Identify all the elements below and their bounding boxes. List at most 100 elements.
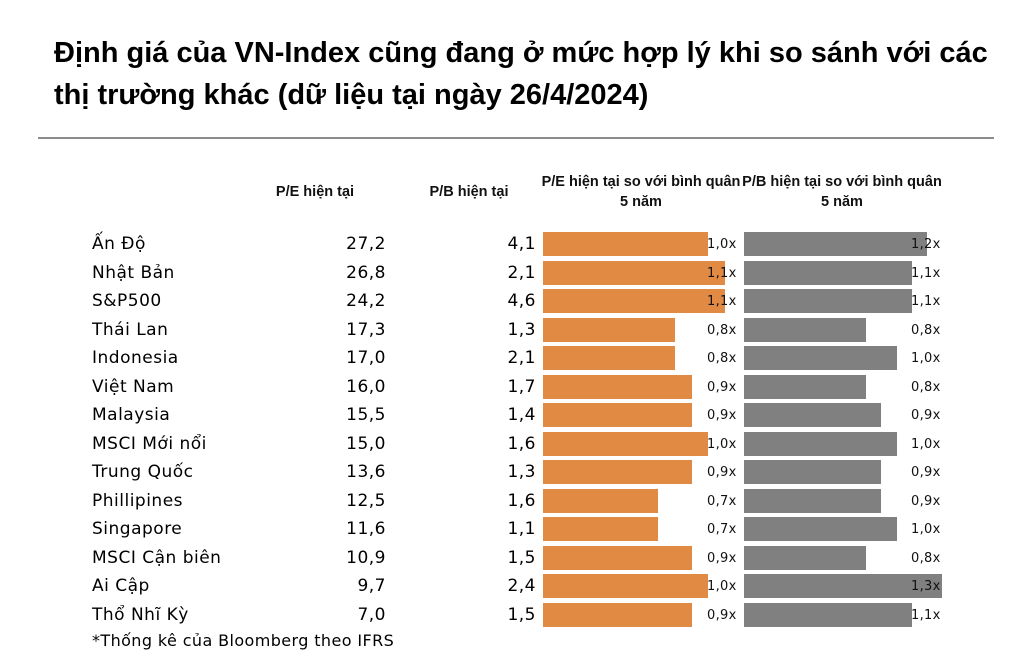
pb-value: 1,5	[507, 547, 536, 568]
pb-value: 2,1	[507, 348, 536, 368]
pb-relative-bar	[744, 289, 912, 313]
table-row: Ấn Độ 27,2 4,1 1,0x 1,2x	[0, 230, 1036, 258]
table-row: Thổ Nhĩ Kỳ 7,0 1,5 0,9x 1,1x	[0, 601, 1036, 629]
pe-relative-label: 1,1x	[707, 294, 737, 309]
pb-value: 1,6	[507, 490, 536, 511]
header-pe-rel: P/E hiện tại so với bình quân 5 năm	[541, 174, 741, 210]
pe-relative-label: 0,8x	[707, 351, 737, 366]
pe-relative-label: 0,9x	[707, 408, 737, 423]
chart-title: Định giá của VN-Index cũng đang ở mức hợ…	[54, 37, 988, 111]
country-label: Indonesia	[92, 348, 179, 368]
country-label: Phillipines	[92, 490, 184, 511]
table-row: Việt Nam 16,0 1,7 0,9x 0,8x	[0, 373, 1036, 401]
table-row: Malaysia 15,5 1,4 0,9x 0,9x	[0, 401, 1036, 429]
pe-relative-label: 0,7x	[707, 522, 737, 537]
pe-relative-label: 0,9x	[707, 607, 737, 623]
table-row: Nhật Bản 26,8 2,1 1,1x 1,1x	[0, 259, 1036, 287]
country-label: Thổ Nhĩ Kỳ	[92, 604, 189, 625]
pb-value: 1,3	[507, 319, 536, 340]
pb-value: 2,4	[507, 576, 536, 596]
pb-relative-bar	[744, 460, 881, 484]
pe-relative-bar	[543, 574, 708, 598]
header-pb-rel: P/B hiện tại so với bình quân 5 năm	[742, 174, 942, 210]
pe-relative-label: 0,7x	[707, 493, 737, 509]
pb-relative-bar	[744, 317, 866, 342]
country-label: MSCI Cận biên	[92, 547, 222, 568]
country-label: Nhật Bản	[92, 262, 175, 283]
header-pe: P/E hiện tại	[275, 184, 355, 200]
pb-value: 1,6	[507, 433, 536, 454]
pe-value: 17,3	[346, 319, 386, 340]
pb-relative-bar	[744, 602, 912, 627]
pe-relative-bar	[543, 346, 675, 370]
pe-value: 13,6	[346, 462, 386, 482]
table-row: Indonesia 17,0 2,1 0,8x 1,0x	[0, 344, 1036, 372]
pb-relative-bar	[744, 431, 897, 456]
pe-value: 16,0	[346, 376, 386, 397]
pb-relative-label: 0,9x	[911, 493, 941, 509]
pb-relative-label: 0,8x	[911, 322, 941, 338]
country-label: MSCI Mới nổi	[92, 433, 207, 454]
table-row: Thái Lan 17,3 1,3 0,8x 0,8x	[0, 316, 1036, 344]
country-label: Singapore	[92, 519, 183, 539]
table-row: Phillipines 12,5 1,6 0,7x 0,9x	[0, 487, 1036, 515]
pe-relative-bar	[543, 431, 708, 456]
pe-relative-bar	[543, 289, 725, 313]
pb-relative-label: 0,8x	[911, 379, 941, 395]
pb-value: 4,6	[507, 291, 536, 311]
pe-relative-bar	[543, 545, 692, 570]
pb-relative-bar	[744, 545, 866, 570]
pb-value: 1,5	[507, 604, 536, 625]
pb-relative-bar	[744, 346, 897, 370]
table-row: Ai Cập 9,7 2,4 1,0x 1,3x	[0, 572, 1036, 600]
pb-relative-label: 1,1x	[911, 607, 941, 623]
country-label: Malaysia	[92, 405, 171, 425]
pe-value: 10,9	[346, 547, 386, 568]
pb-relative-label: 1,1x	[911, 294, 941, 309]
title-divider	[38, 137, 994, 139]
pb-relative-bar	[744, 403, 881, 427]
header-pb: P/B hiện tại	[429, 184, 509, 200]
pe-relative-bar	[543, 460, 692, 484]
country-label: Việt Nam	[92, 376, 175, 397]
country-label: Ai Cập	[92, 576, 150, 596]
pe-value: 27,2	[346, 234, 386, 254]
pe-value: 12,5	[346, 490, 386, 511]
pe-value: 17,0	[346, 348, 386, 368]
pb-relative-label: 1,0x	[911, 436, 941, 452]
pe-relative-label: 0,9x	[707, 550, 737, 566]
pe-relative-bar	[543, 488, 658, 513]
pe-value: 7,0	[357, 604, 386, 625]
table-row: MSCI Mới nổi 15,0 1,6 1,0x 1,0x	[0, 430, 1036, 458]
country-label: Thái Lan	[92, 319, 169, 340]
pe-value: 15,5	[346, 405, 386, 425]
pb-relative-label: 1,0x	[911, 522, 941, 537]
pe-value: 26,8	[346, 262, 386, 283]
pb-relative-bar	[744, 574, 942, 598]
pb-relative-bar	[744, 488, 881, 513]
table-row: Trung Quốc 13,6 1,3 0,9x 0,9x	[0, 458, 1036, 486]
pe-relative-label: 1,0x	[707, 579, 737, 594]
pb-relative-bar	[744, 260, 912, 285]
pe-relative-bar	[543, 517, 658, 541]
country-label: Ấn Độ	[92, 234, 146, 254]
pb-relative-bar	[744, 374, 866, 399]
pe-relative-bar	[543, 403, 692, 427]
pe-value: 9,7	[357, 576, 386, 596]
pe-relative-label: 0,9x	[707, 465, 737, 480]
pe-value: 11,6	[346, 519, 386, 539]
pb-relative-label: 1,2x	[911, 237, 941, 252]
table-row: Singapore 11,6 1,1 0,7x 1,0x	[0, 515, 1036, 543]
country-label: S&P500	[92, 291, 162, 311]
pe-relative-label: 1,0x	[707, 237, 737, 252]
pb-relative-label: 1,0x	[911, 351, 941, 366]
pb-value: 1,4	[507, 405, 536, 425]
pb-relative-label: 1,1x	[911, 265, 941, 281]
pe-relative-bar	[543, 317, 675, 342]
pb-value: 1,1	[507, 519, 536, 539]
pb-value: 4,1	[507, 234, 536, 254]
pe-relative-bar	[543, 602, 692, 627]
pb-value: 1,3	[507, 462, 536, 482]
pe-relative-label: 0,8x	[707, 322, 737, 338]
country-label: Trung Quốc	[92, 462, 194, 482]
